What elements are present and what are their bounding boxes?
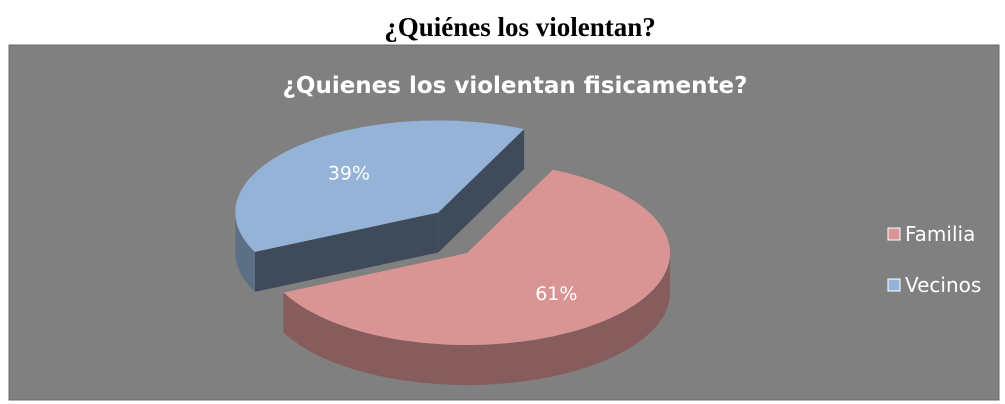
legend-marker — [887, 278, 901, 292]
legend-marker — [887, 227, 901, 241]
pie-slice — [283, 169, 670, 345]
pie-slice — [235, 120, 525, 252]
legend-label: Vecinos — [905, 273, 981, 297]
page-heading: ¿Quiénes los violentan? — [384, 12, 656, 42]
slice-wall — [283, 253, 670, 385]
data-label: 39% — [328, 162, 370, 184]
slice-side — [254, 212, 439, 292]
data-label: 61% — [535, 283, 577, 305]
chart-title: ¿Quienes los violentan fisicamente? — [283, 73, 748, 99]
legend-label: Familia — [905, 222, 975, 246]
slice-side — [438, 129, 525, 253]
slice-wall — [235, 212, 255, 292]
